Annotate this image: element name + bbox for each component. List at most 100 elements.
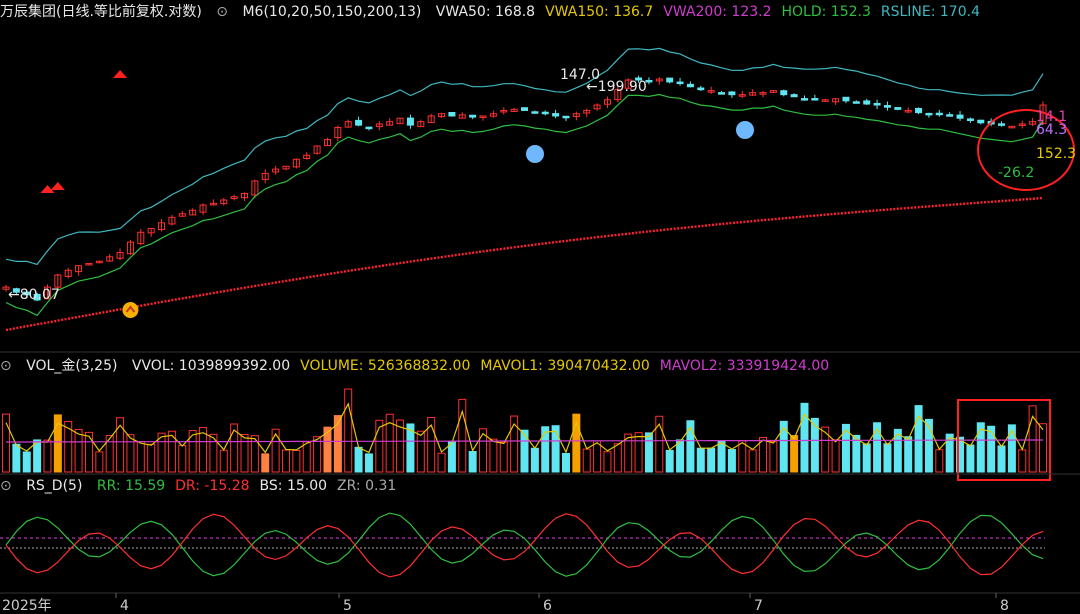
indicator-name: M6(10,20,50,150,200,13) xyxy=(242,4,422,20)
value-label-14-1: 14.1 xyxy=(1036,109,1068,125)
candle-body xyxy=(396,117,404,125)
candle-body xyxy=(510,108,518,112)
candle-body xyxy=(749,92,757,96)
volume-bar xyxy=(447,441,456,473)
volume-bar xyxy=(1018,449,1027,473)
volume-bar xyxy=(738,440,747,473)
candle-body xyxy=(769,90,777,93)
candle-body xyxy=(531,111,539,114)
volume-bar xyxy=(572,413,581,473)
vol-header-item-1: VOLUME: 526368832.00 xyxy=(300,358,471,374)
rsline-line xyxy=(5,47,1044,266)
volume-bar xyxy=(769,441,778,473)
candle-body xyxy=(904,109,912,113)
x-axis-label: 6 xyxy=(543,598,552,614)
candle-body xyxy=(95,260,103,264)
candle-body xyxy=(645,79,653,83)
candle-body xyxy=(365,126,373,130)
time-axis: 2025年 4 5 6 7 8 xyxy=(0,351,1080,614)
buy-marker-icon xyxy=(122,302,139,318)
volume-bar xyxy=(873,422,882,473)
volume-bar xyxy=(530,447,539,473)
candle-body xyxy=(603,99,611,105)
candle-body xyxy=(489,113,497,117)
candle-body xyxy=(303,154,311,159)
volume-bar xyxy=(561,452,570,473)
settings-circle-icon: ⊙ xyxy=(216,4,229,20)
volume-bar xyxy=(748,449,757,473)
candle-body xyxy=(821,99,829,102)
candle-body xyxy=(666,77,674,83)
candle-body xyxy=(438,113,446,118)
volume-bar xyxy=(759,436,768,473)
candle-body xyxy=(811,98,819,101)
volume-bar xyxy=(1007,424,1016,473)
volume-bar xyxy=(95,451,104,473)
volume-bar xyxy=(541,426,550,473)
price-panel xyxy=(2,47,1075,332)
candle-body xyxy=(126,241,134,255)
candle-body xyxy=(241,192,249,199)
candle-body xyxy=(883,105,891,108)
candle-body xyxy=(147,227,155,234)
candle-body xyxy=(790,94,798,98)
volume-bar xyxy=(105,434,114,473)
candle-body xyxy=(386,121,394,126)
candle-body xyxy=(873,102,881,106)
volume-bar xyxy=(727,448,736,473)
candle-body xyxy=(313,145,321,154)
volume-bar xyxy=(64,420,73,473)
rs-title: RS_D(5) xyxy=(26,478,83,494)
volume-bar xyxy=(790,435,799,473)
candle-body xyxy=(894,107,902,110)
volume-bar xyxy=(157,432,166,473)
volume-bar xyxy=(499,441,508,473)
candle-body xyxy=(593,104,601,110)
candle-body xyxy=(158,222,166,231)
sell-triangle-icon xyxy=(113,70,128,78)
volume-bar xyxy=(136,441,145,473)
candle-body xyxy=(334,126,342,139)
candle-body xyxy=(2,286,10,290)
volume-bar xyxy=(313,436,322,473)
rs-indicator-header: ⊙ RS_D(5) RR: 15.59 DR: -15.28 BS: 15.00 ZR… xyxy=(0,475,416,497)
mavol2-line xyxy=(6,439,1043,443)
volume-bar xyxy=(551,425,560,473)
candle-body xyxy=(655,78,663,82)
volume-panel xyxy=(2,388,1051,481)
volume-bar xyxy=(364,453,373,473)
volume-bar xyxy=(147,443,156,473)
volume-bar xyxy=(779,420,788,473)
volume-bar xyxy=(582,448,591,473)
candle-body xyxy=(697,87,705,91)
volume-bar xyxy=(717,440,726,473)
volume-bar xyxy=(84,431,93,473)
candle-body xyxy=(261,172,269,180)
volume-bar xyxy=(624,433,633,473)
candle-body xyxy=(427,115,435,124)
candle-body xyxy=(614,89,622,101)
volume-bar xyxy=(987,425,996,473)
volume-bar xyxy=(344,388,353,473)
rs-header-item-0: RR: 15.59 xyxy=(96,478,166,494)
dr-line xyxy=(5,513,1044,578)
volume-bar xyxy=(945,433,954,473)
volume-bar xyxy=(188,430,197,473)
candle-body xyxy=(75,265,83,273)
value-label-neg-26-2: -26.2 xyxy=(998,165,1035,181)
volume-bar xyxy=(603,451,612,473)
volume-bar xyxy=(240,434,249,473)
stock-title: 万辰集团(日线.等比前复权.对数) xyxy=(0,4,202,20)
candle-body xyxy=(220,199,228,205)
volume-bar xyxy=(12,443,21,473)
candle-body xyxy=(728,91,736,96)
volume-bar xyxy=(976,422,985,473)
candle-body xyxy=(718,92,726,95)
candle-body xyxy=(624,79,632,89)
volume-bar xyxy=(74,428,83,473)
volume-bar xyxy=(935,449,944,473)
candle-body xyxy=(925,112,933,116)
volume-bar xyxy=(178,444,187,473)
blue-ball-icon xyxy=(736,121,754,139)
candle-body xyxy=(469,114,477,118)
